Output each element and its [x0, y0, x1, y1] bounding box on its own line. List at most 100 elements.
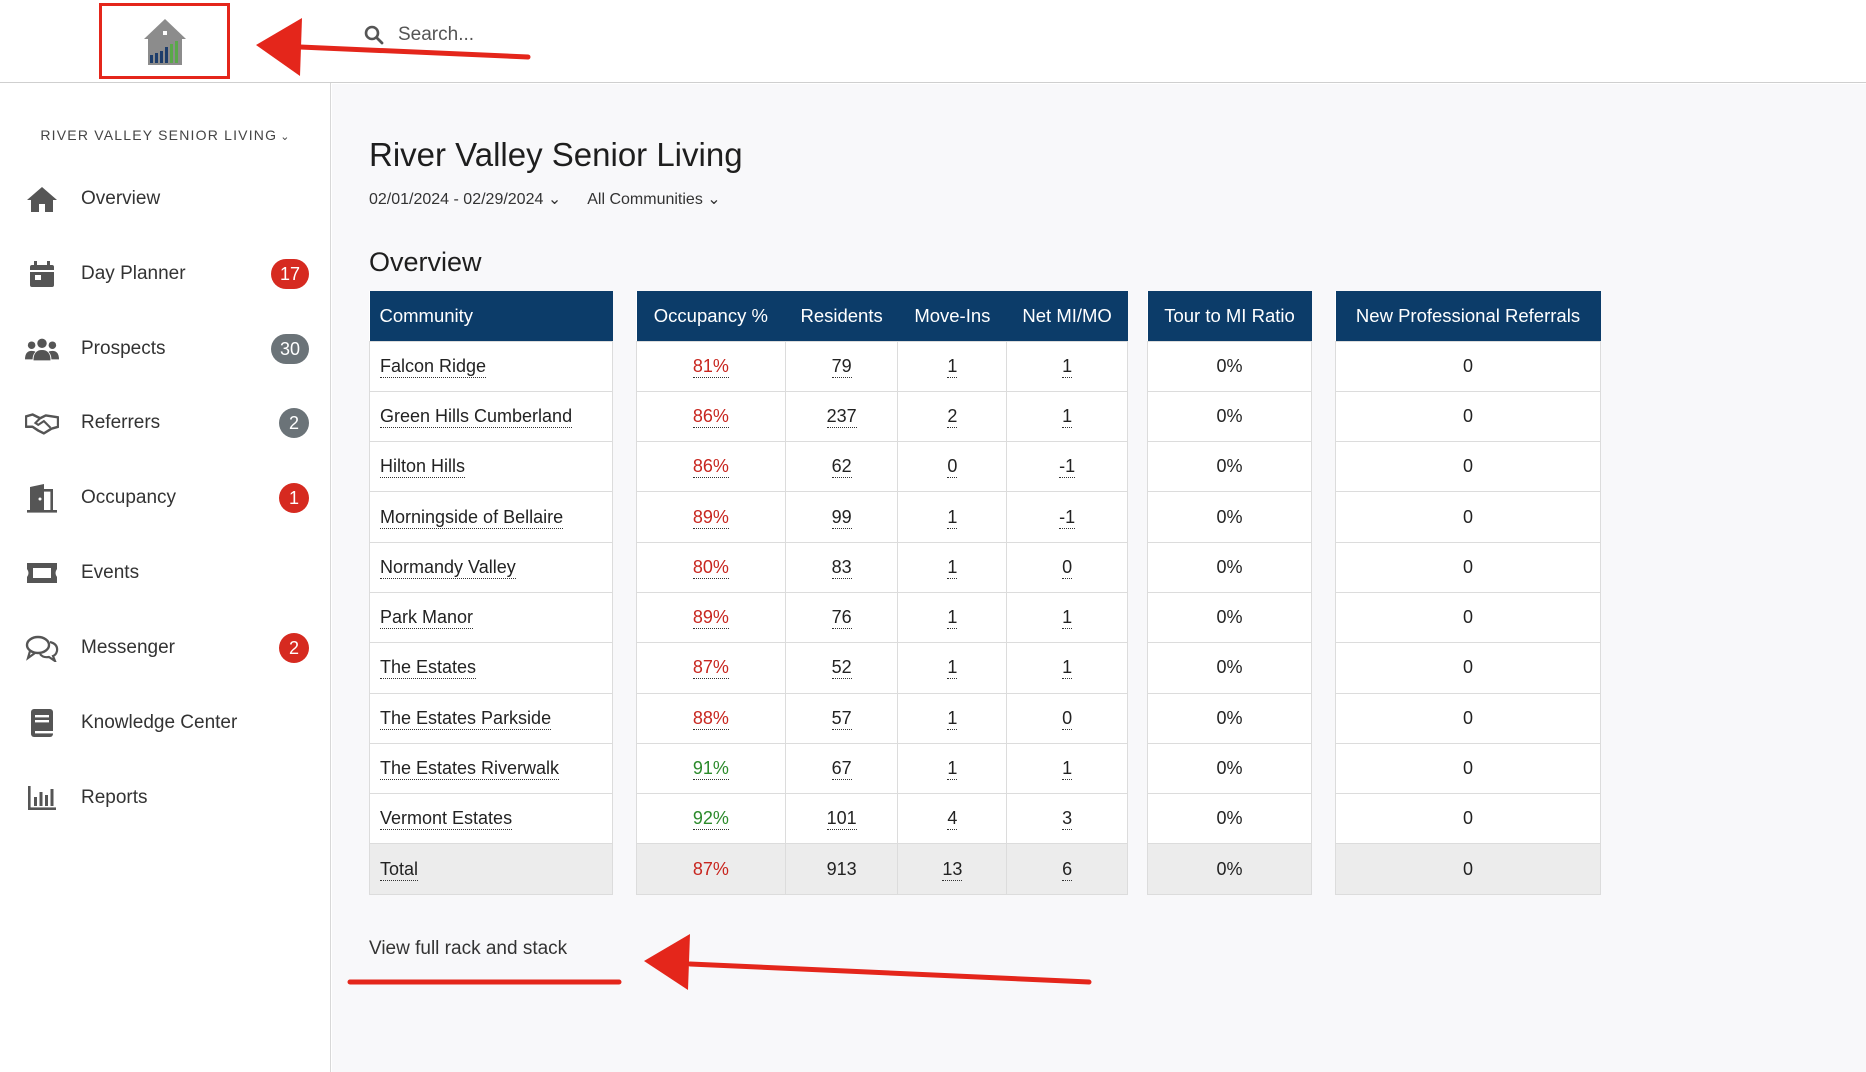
table-row: 0% [1147, 541, 1312, 593]
occupancy-link[interactable]: 86% [692, 405, 729, 428]
net-mi-mo-link[interactable]: 6 [1062, 858, 1073, 881]
move-ins-cell: 13 [897, 843, 1008, 895]
sidebar-item-day-planner[interactable]: Day Planner 17 [0, 246, 331, 302]
notification-badge: 2 [279, 633, 309, 663]
search-bar[interactable] [364, 24, 588, 46]
sidebar-item-prospects[interactable]: Prospects 30 [0, 321, 331, 377]
community-cell: Total [369, 843, 613, 895]
tour-ratio-table: Tour to MI Ratio 0% 0% 0% 0% 0% 0% 0% 0% 0% 0% 0% [1147, 291, 1312, 895]
occupancy-link[interactable]: 89% [692, 506, 729, 529]
table-row: 0 [1335, 390, 1601, 443]
net-mi-mo-cell: 0 [1006, 541, 1128, 593]
logo-house-icon[interactable] [142, 17, 188, 65]
sidebar-item-messenger[interactable]: Messenger 2 [0, 620, 331, 676]
occupancy-link[interactable]: 81% [692, 355, 729, 378]
community-link[interactable]: The Estates Riverwalk [380, 758, 560, 781]
net-mi-mo-cell: 1 [1006, 742, 1128, 795]
net-mi-mo-link[interactable]: 1 [1062, 405, 1073, 428]
main-content: River Valley Senior Living 02/01/2024 - … [332, 84, 1866, 1072]
move-ins-link[interactable]: 1 [947, 707, 958, 730]
occupancy-link[interactable]: 87% [692, 858, 729, 879]
occupancy-link[interactable]: 91% [692, 758, 729, 781]
residents-link[interactable]: 83 [831, 556, 852, 579]
occupancy-link[interactable]: 80% [692, 556, 729, 579]
sidebar-item-overview[interactable]: Overview [0, 171, 331, 227]
move-ins-link[interactable]: 13 [942, 858, 963, 881]
residents-link[interactable]: 101 [826, 808, 857, 831]
table-row: 0 [1335, 642, 1601, 694]
organization-name: RIVER VALLEY SENIOR LIVING [40, 127, 278, 143]
move-ins-link[interactable]: 4 [947, 808, 958, 831]
net-mi-mo-link[interactable]: 1 [1062, 355, 1073, 378]
move-ins-link[interactable]: 1 [947, 657, 958, 680]
community-filter-selector[interactable]: All Communities ⌄ [587, 189, 720, 209]
door-icon [25, 483, 59, 513]
community-link[interactable]: Total [380, 858, 419, 881]
residents-link[interactable]: 52 [831, 657, 852, 680]
community-cell: Park Manor [369, 591, 613, 644]
sidebar-item-reports[interactable]: Reports [0, 770, 331, 826]
date-range-selector[interactable]: 02/01/2024 - 02/29/2024 ⌄ [369, 189, 561, 209]
move-ins-link[interactable]: 1 [947, 355, 958, 378]
occupancy-link[interactable]: 89% [692, 607, 729, 630]
sidebar-item-knowledge-center[interactable]: Knowledge Center [0, 695, 331, 751]
net-mi-mo-link[interactable]: -1 [1059, 456, 1076, 479]
residents-link[interactable]: 237 [826, 405, 857, 428]
move-ins-link[interactable]: 0 [947, 456, 958, 479]
occupancy-link[interactable]: 92% [692, 808, 729, 831]
residents-cell: 79 [784, 340, 899, 392]
organization-selector[interactable]: RIVER VALLEY SENIOR LIVING ⌄ [0, 127, 331, 143]
community-link[interactable]: Park Manor [380, 607, 474, 630]
residents-link[interactable]: 79 [831, 355, 852, 378]
net-mi-mo-link[interactable]: 3 [1062, 808, 1073, 831]
community-link[interactable]: Hilton Hills [380, 456, 466, 479]
net-mi-mo-link[interactable]: 1 [1062, 758, 1073, 781]
search-input[interactable] [398, 24, 588, 46]
community-link[interactable]: Vermont Estates [380, 808, 513, 831]
residents-cell: 52 [784, 642, 899, 694]
community-link[interactable]: The Estates [380, 657, 477, 680]
referrals-cell: 0 [1335, 541, 1601, 593]
community-cell: The Estates Parkside [369, 692, 613, 744]
move-ins-link[interactable]: 1 [947, 758, 958, 781]
residents-link[interactable]: 67 [831, 758, 852, 781]
move-ins-link[interactable]: 1 [947, 556, 958, 579]
community-link[interactable]: Normandy Valley [380, 556, 516, 579]
community-link[interactable]: Green Hills Cumberland [380, 405, 573, 428]
sidebar-item-referrers[interactable]: Referrers 2 [0, 395, 331, 451]
residents-cell: 83 [784, 541, 899, 593]
move-ins-link[interactable]: 1 [947, 506, 958, 529]
net-mi-mo-link[interactable]: 0 [1062, 707, 1073, 730]
sidebar-item-occupancy[interactable]: Occupancy 1 [0, 470, 331, 526]
view-rack-and-stack-link[interactable]: View full rack and stack [369, 938, 568, 959]
community-link[interactable]: Falcon Ridge [380, 355, 487, 378]
tour-ratio-cell: 0% [1147, 692, 1312, 744]
tour-ratio-cell: 0% [1147, 591, 1312, 644]
occupancy-link[interactable]: 88% [692, 707, 729, 730]
occupancy-cell: 89% [636, 491, 786, 543]
residents-cell: 237 [784, 390, 899, 443]
community-link[interactable]: Morningside of Bellaire [380, 506, 564, 529]
sidebar-item-events[interactable]: Events [0, 545, 331, 601]
residents-link[interactable]: 76 [831, 607, 852, 630]
net-mi-mo-link[interactable]: 1 [1062, 607, 1073, 630]
net-mi-mo-link[interactable]: -1 [1059, 506, 1076, 529]
residents-link[interactable]: 62 [831, 456, 852, 479]
residents-link[interactable]: 99 [831, 506, 852, 529]
tour-ratio-cell: 0% [1147, 441, 1312, 493]
net-mi-mo-link[interactable]: 1 [1062, 657, 1073, 680]
ticket-icon [25, 558, 59, 588]
community-cell: Hilton Hills [369, 441, 613, 493]
table-row: Hilton Hills [369, 441, 613, 493]
move-ins-link[interactable]: 1 [947, 607, 958, 630]
occupancy-link[interactable]: 86% [692, 456, 729, 479]
residents-link[interactable]: 57 [831, 707, 852, 730]
occupancy-cell: 86% [636, 390, 786, 443]
community-link[interactable]: The Estates Parkside [380, 707, 552, 730]
referrals-cell: 0 [1335, 843, 1601, 895]
net-mi-mo-link[interactable]: 0 [1062, 556, 1073, 579]
move-ins-link[interactable]: 2 [947, 405, 958, 428]
community-cell: Vermont Estates [369, 793, 613, 845]
occupancy-link[interactable]: 87% [692, 657, 729, 680]
total-row: 87% 913 13 6 [636, 843, 1128, 895]
